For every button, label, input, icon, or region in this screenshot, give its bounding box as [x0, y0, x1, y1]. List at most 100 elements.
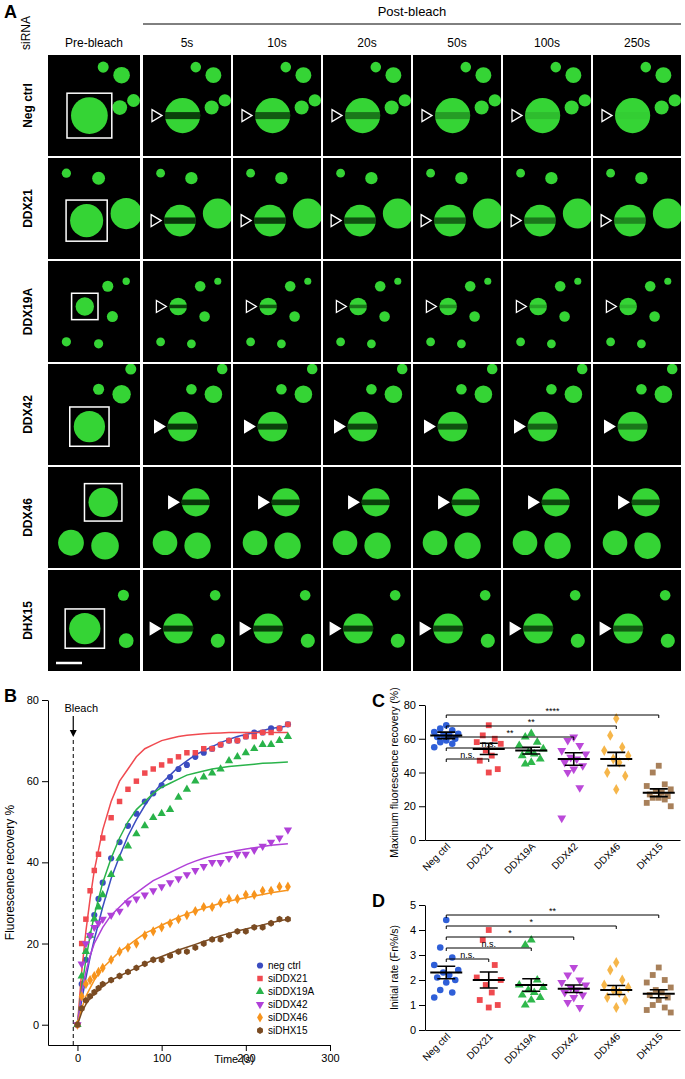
x-axis: 0100200300 [49, 1045, 340, 1064]
data-point [167, 774, 173, 780]
tick: 20 [27, 938, 48, 950]
tick: DDX46 [592, 840, 623, 871]
arrowhead [155, 421, 165, 433]
arrowhead [511, 215, 521, 227]
data-point [601, 745, 607, 756]
error-bar [565, 753, 583, 765]
droplet [574, 278, 581, 285]
droplet [547, 339, 556, 348]
droplet [645, 281, 656, 292]
tick: DDX21 [464, 840, 495, 871]
droplet [484, 278, 491, 285]
arrowhead [422, 110, 432, 122]
droplet [293, 199, 321, 229]
data-point [533, 737, 542, 745]
image-cell [503, 261, 591, 362]
data-point [650, 770, 656, 776]
tick: 40 [27, 856, 48, 868]
tick-mark [419, 905, 425, 906]
droplet [276, 384, 287, 395]
tick: Neg ctrl [420, 841, 452, 873]
cell-background [233, 570, 321, 671]
data-point [79, 1005, 85, 1012]
image-cell [143, 364, 231, 465]
droplet [367, 339, 376, 348]
y-axis: 012345 [410, 899, 426, 1036]
data-point [258, 740, 266, 747]
cell-background [593, 55, 681, 156]
tick-mark [42, 781, 48, 782]
legend-label: siDDX21 [268, 973, 308, 984]
tick-mark [77, 1045, 78, 1051]
data-point [443, 979, 450, 986]
tick-label: Neg ctrl [420, 841, 452, 873]
data-point [243, 928, 249, 935]
tick-label: 0 [33, 1019, 39, 1031]
arrowhead [331, 215, 341, 227]
data-point [201, 902, 207, 912]
data-point [142, 930, 148, 940]
arrowhead [426, 300, 436, 312]
bleach-stripe [182, 500, 210, 506]
data-point [644, 1007, 650, 1013]
data-point [668, 803, 674, 809]
droplet [163, 614, 193, 644]
tick-mark [419, 773, 425, 774]
tick: DDX42 [549, 840, 580, 871]
data-point [625, 982, 631, 993]
data-point [100, 835, 105, 840]
cell-background [593, 570, 681, 671]
data-point [527, 995, 536, 1003]
cell-background [593, 467, 681, 568]
droplet [385, 67, 401, 83]
droplet [272, 488, 300, 516]
data-point [662, 977, 668, 983]
droplet [669, 94, 681, 106]
tick-label: 2 [410, 974, 416, 986]
droplet [433, 614, 463, 644]
tick-label: DDX46 [592, 840, 623, 871]
data-point [277, 916, 283, 923]
droplet [661, 634, 675, 648]
droplet [565, 100, 579, 114]
data-point [644, 980, 650, 986]
data-point [275, 836, 283, 843]
droplet [123, 278, 130, 285]
data-point [527, 757, 536, 765]
bleach-roi [84, 484, 121, 521]
row-header: siRNA [19, 16, 33, 50]
data-point [209, 936, 215, 943]
arrowhead [241, 215, 251, 227]
image-cell [233, 55, 321, 156]
droplet [94, 339, 103, 348]
data-point [527, 935, 536, 943]
arrowhead [152, 110, 162, 122]
droplet [641, 62, 652, 73]
panel-label: D [372, 891, 385, 911]
droplet [153, 530, 178, 555]
bleach-stripe [523, 626, 553, 632]
droplet [62, 169, 71, 178]
arrowhead [332, 110, 342, 122]
image-cell [593, 570, 681, 671]
bleach-stripe [348, 424, 378, 430]
droplet [426, 169, 435, 178]
droplet [219, 94, 231, 106]
image-cell [323, 364, 411, 465]
data-point [563, 738, 572, 746]
image-cell [413, 55, 501, 156]
data-point [486, 1005, 492, 1011]
figure: APost-bleachPre-bleach5s10s20s50s100s250… [0, 0, 685, 1079]
droplet [632, 488, 660, 516]
data-point [90, 925, 98, 932]
data-point [217, 742, 223, 748]
legend-marker [257, 976, 262, 981]
data-point [622, 770, 628, 781]
bleach-stripe [618, 424, 648, 430]
data-point [521, 1000, 530, 1008]
data-point [619, 975, 625, 986]
image-cell [593, 467, 681, 568]
data-point [250, 744, 258, 751]
significance-label: ** [506, 728, 514, 738]
data-point [78, 961, 86, 968]
